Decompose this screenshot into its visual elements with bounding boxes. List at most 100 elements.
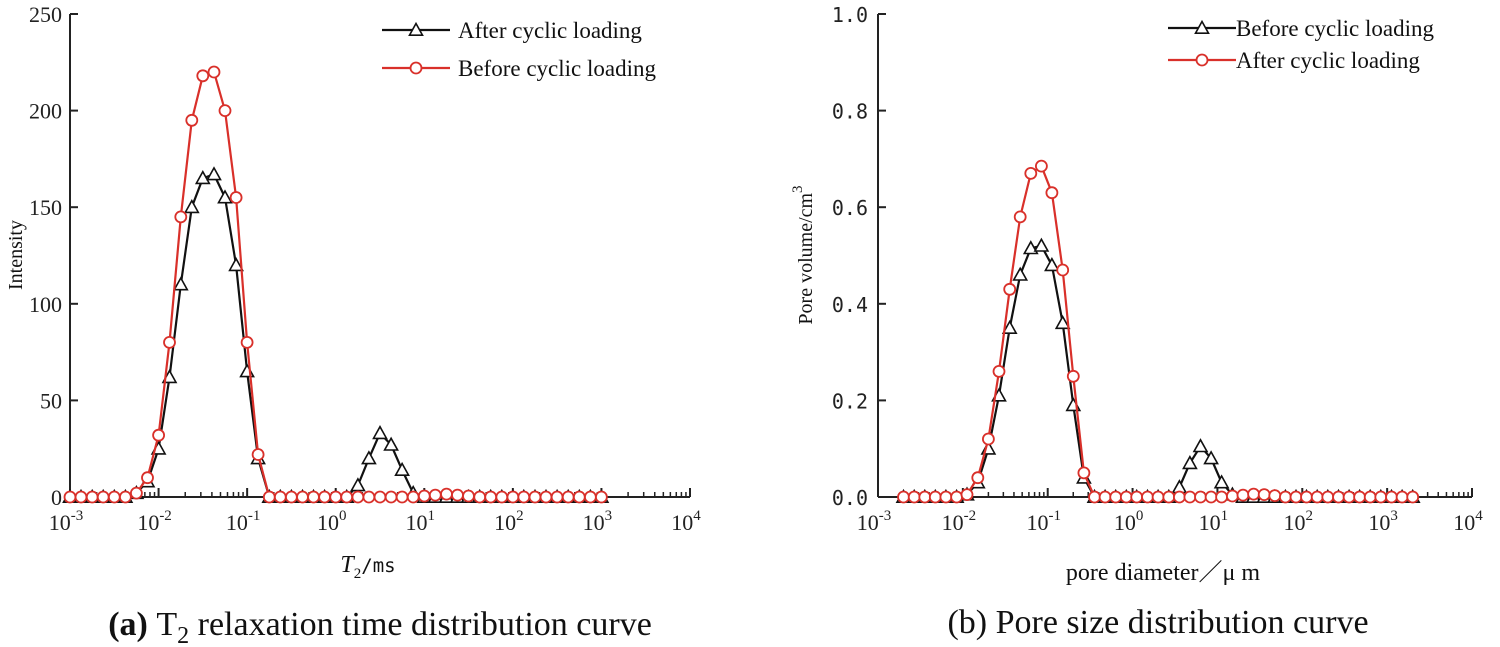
- data-point: [950, 490, 963, 504]
- data-point: [206, 166, 222, 181]
- y-tick-label: 0.2: [832, 389, 868, 413]
- data-point: [1247, 487, 1260, 501]
- data-point: [918, 490, 932, 504]
- x-tick-label: 10-1: [1026, 508, 1061, 535]
- data-point: [172, 276, 189, 291]
- data-point: [428, 488, 442, 502]
- legend-label: After cyclic loading: [458, 18, 642, 43]
- data-point: [1151, 490, 1165, 504]
- data-point: [1022, 240, 1039, 255]
- data-point: [1257, 488, 1271, 502]
- legend-marker: [408, 21, 424, 36]
- data-point: [362, 490, 376, 504]
- y-tick-label: 50: [40, 388, 62, 413]
- data-point: [183, 199, 200, 214]
- data-point: [74, 490, 88, 504]
- series-line: [903, 164, 1413, 499]
- legend-marker: [1194, 19, 1210, 34]
- data-point: [1182, 455, 1198, 470]
- series-line: [70, 70, 602, 499]
- data-point: [163, 335, 176, 349]
- data-point: [1279, 490, 1292, 504]
- series-line: [903, 244, 1413, 499]
- data-point: [561, 490, 575, 504]
- data-point: [495, 490, 509, 504]
- data-point: [1035, 159, 1048, 173]
- legend-marker: [1195, 53, 1209, 67]
- data-point: [119, 490, 132, 504]
- y-tick-label: 0.0: [832, 486, 868, 510]
- legend-label: Before cyclic loading: [1236, 16, 1434, 41]
- y-tick-label: 200: [29, 99, 62, 124]
- data-point: [107, 490, 121, 504]
- data-point: [595, 490, 608, 504]
- y-tick-label: 1.0: [832, 3, 868, 27]
- data-point: [1310, 490, 1324, 504]
- data-point: [361, 450, 377, 465]
- data-point: [217, 189, 233, 204]
- data-point: [1236, 488, 1250, 502]
- data-point: [194, 170, 211, 185]
- x-axis-label: pore diameter／μ m: [1066, 560, 1260, 586]
- data-point: [1109, 490, 1123, 504]
- data-point: [394, 461, 410, 476]
- data-point: [539, 490, 553, 504]
- data-point: [1033, 237, 1050, 252]
- data-point: [1353, 490, 1366, 504]
- data-point: [484, 490, 498, 504]
- data-point: [473, 490, 487, 504]
- data-point: [1300, 490, 1313, 504]
- data-point: [1395, 490, 1409, 504]
- data-point: [350, 477, 366, 492]
- data-point: [373, 490, 387, 504]
- data-point: [1385, 490, 1398, 504]
- data-point: [384, 490, 398, 504]
- series-2: [897, 159, 1420, 504]
- series-2: [63, 65, 608, 504]
- data-point: [239, 363, 255, 378]
- data-point: [329, 490, 343, 504]
- data-point: [1374, 490, 1388, 504]
- data-point: [1162, 490, 1176, 504]
- data-point: [1077, 466, 1091, 480]
- data-point: [207, 65, 221, 79]
- data-point: [1056, 263, 1070, 277]
- series-1: [62, 166, 610, 503]
- data-point: [1215, 490, 1228, 504]
- data-point: [1119, 490, 1133, 504]
- data-point: [982, 432, 995, 446]
- data-point: [1406, 490, 1420, 504]
- y-tick-label: 250: [29, 2, 62, 27]
- data-point: [584, 490, 597, 504]
- y-tick-label: 0: [51, 485, 62, 510]
- legend-marker: [409, 61, 423, 75]
- data-point: [406, 490, 420, 504]
- x-tick-label: 104: [1453, 508, 1483, 535]
- data-point: [152, 428, 166, 442]
- data-point: [1213, 474, 1230, 489]
- legend-label: Before cyclic loading: [458, 56, 656, 81]
- data-point: [1001, 319, 1018, 334]
- legend-label: After cyclic loading: [1236, 48, 1420, 73]
- y-tick-label: 0.4: [832, 293, 868, 317]
- x-tick-label: 10-2: [942, 508, 977, 535]
- x-tick-label: 103: [1368, 508, 1398, 535]
- data-point: [1332, 490, 1345, 504]
- data-point: [307, 490, 320, 504]
- data-point: [1192, 438, 1209, 453]
- data-point: [284, 490, 298, 504]
- data-point: [971, 471, 985, 485]
- y-tick-label: 100: [29, 292, 62, 317]
- x-tick-label: 101: [1199, 508, 1229, 535]
- panel-caption: (a) T2 relaxation time distribution curv…: [108, 606, 652, 647]
- x-tick-label: 10-3: [857, 508, 892, 535]
- data-point: [992, 364, 1006, 378]
- data-point: [174, 210, 188, 224]
- x-tick-label: 100: [1114, 508, 1144, 535]
- data-point: [1363, 490, 1377, 504]
- data-point: [240, 335, 254, 349]
- y-axis-label: Pore volume/cm3: [790, 185, 817, 324]
- data-point: [928, 490, 942, 504]
- data-point: [897, 490, 910, 504]
